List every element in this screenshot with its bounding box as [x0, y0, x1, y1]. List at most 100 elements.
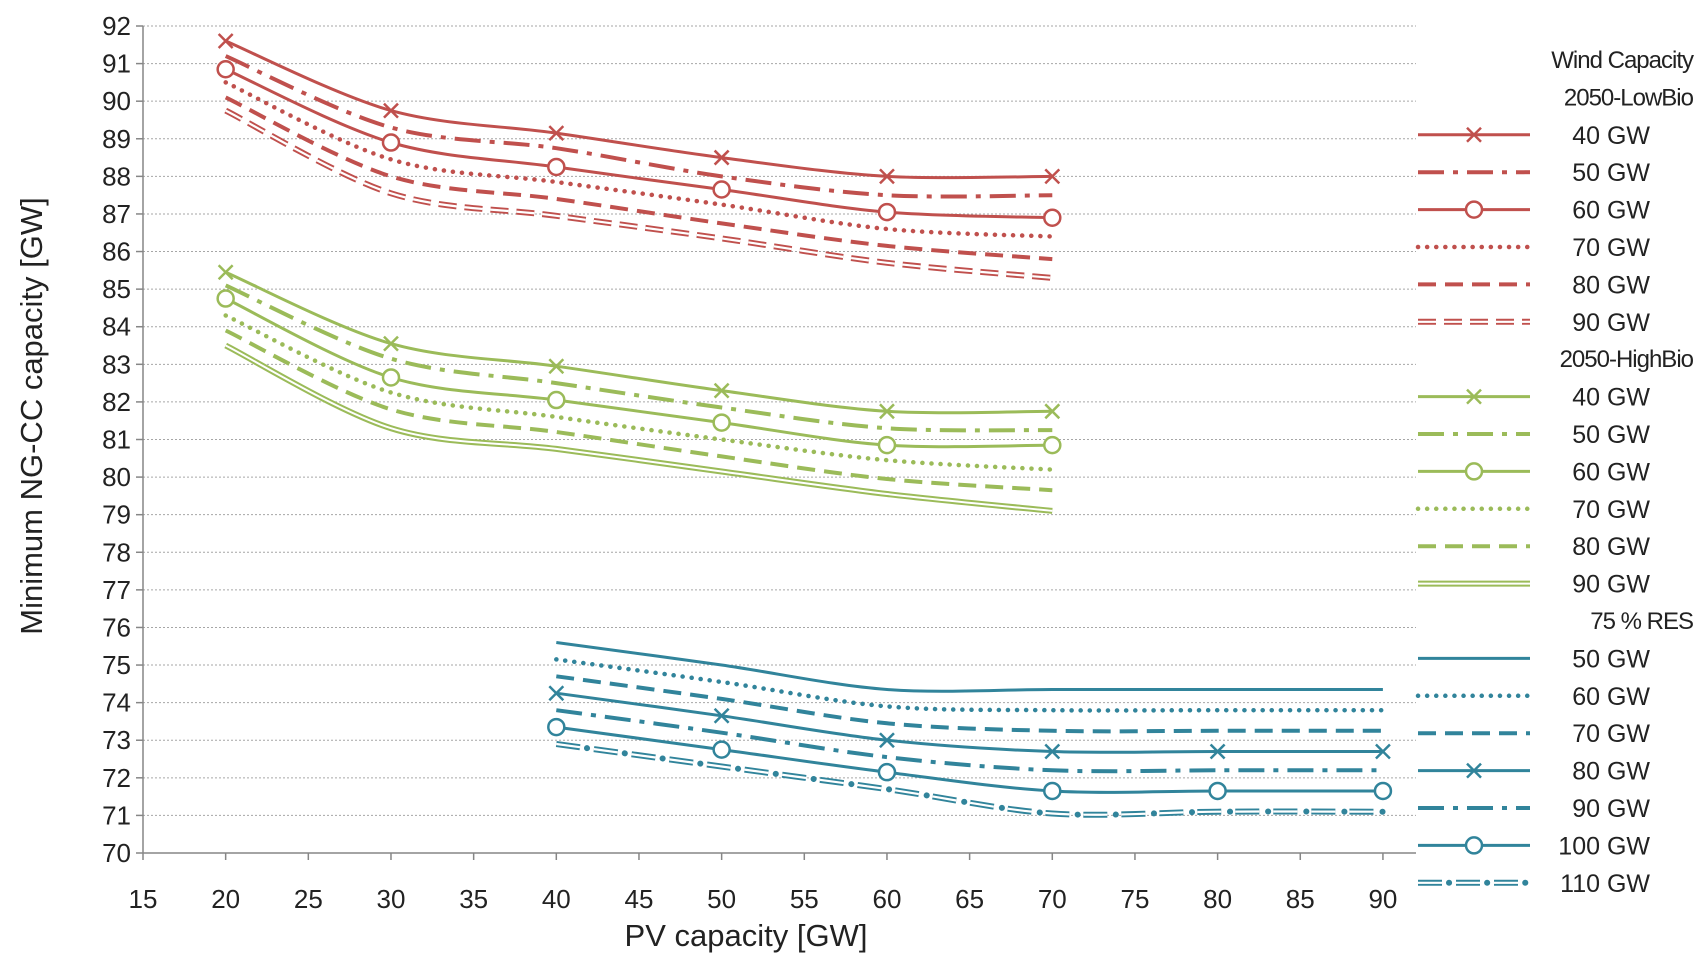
- y-tick-label: 84: [102, 312, 131, 342]
- series-line: [553, 741, 1386, 818]
- series-2050-highbio-80gw: [224, 328, 1053, 493]
- series-75-res-110gw: [553, 741, 1386, 818]
- legend-group-heading: 75 % RES: [1590, 608, 1693, 635]
- series-2050-lowbio-40gw: [217, 33, 1061, 185]
- y-tick-label: 80: [102, 462, 131, 492]
- legend-item: 60 GW: [1418, 197, 1650, 225]
- legend-label: 40 GW: [1572, 122, 1650, 150]
- y-tick-label: 75: [102, 650, 131, 680]
- series-line: [556, 708, 1383, 774]
- data-point-x-marker: [548, 125, 565, 142]
- y-tick-label: 79: [102, 500, 131, 530]
- legend-label: 80 GW: [1572, 271, 1650, 299]
- series-line: [556, 641, 1383, 693]
- data-point-circle-marker: [1043, 435, 1062, 455]
- data-point-circle-marker: [1373, 781, 1393, 801]
- y-tick-label: 88: [102, 161, 131, 191]
- series-line: [556, 725, 1383, 794]
- series-line: [223, 313, 1055, 472]
- data-point-circle-marker: [381, 133, 401, 152]
- series-line: [556, 691, 1383, 754]
- data-point-x-marker: [713, 382, 730, 399]
- series-line: [554, 657, 1386, 713]
- y-tick-label: 91: [102, 49, 131, 79]
- data-point-circle-marker: [712, 740, 731, 759]
- data-point-circle-marker: [547, 390, 566, 410]
- legend-item: 90 GW: [1418, 571, 1650, 599]
- legend-item: 70 GW: [1418, 720, 1650, 748]
- series-2050-lowbio-90gw: [224, 107, 1053, 281]
- y-tick-label: 83: [102, 349, 131, 379]
- series-2050-lowbio-80gw: [224, 95, 1053, 262]
- y-tick-label: 70: [102, 838, 131, 868]
- series-lines: [216, 33, 1393, 818]
- data-point-x-marker: [1466, 762, 1482, 779]
- series-75-res-90gw: [556, 708, 1383, 774]
- legend-item: 50 GW: [1418, 421, 1650, 449]
- legend: Wind Capacity 2050-LowBio 40 GW 50 GW 60 GW 7…: [1415, 47, 1695, 898]
- legend-label: 60 GW: [1572, 197, 1650, 225]
- series-line: [224, 107, 1053, 281]
- series-2050-highbio-60gw: [216, 289, 1062, 455]
- x-tick-label: 50: [707, 884, 736, 914]
- y-tick-label: 82: [102, 387, 131, 417]
- legend-item: 90 GW: [1418, 795, 1650, 823]
- legend-label: 60 GW: [1572, 683, 1650, 711]
- data-point-x-marker: [1466, 126, 1482, 143]
- legend-item: 40 GW: [1418, 122, 1650, 150]
- x-tick-label: 15: [129, 884, 158, 914]
- series-75-res-80gw: [548, 685, 1391, 760]
- legend-item: 70 GW: [1415, 234, 1650, 262]
- legend-label: 60 GW: [1572, 458, 1650, 486]
- series-75-res-100gw: [547, 717, 1393, 801]
- data-point-x-marker: [1044, 743, 1061, 760]
- x-axis-title: PV capacity [GW]: [625, 918, 868, 953]
- data-point-circle-marker: [1043, 781, 1062, 801]
- series-line: [224, 95, 1053, 262]
- series-line: [225, 67, 1053, 220]
- y-axis-title: Minimum NG-CC capacity [GW]: [14, 197, 49, 634]
- data-point-x-marker: [1044, 168, 1061, 185]
- legend-label: 50 GW: [1572, 421, 1650, 449]
- y-tick-label: 72: [102, 763, 131, 793]
- legend-title: Wind Capacity: [1551, 47, 1694, 74]
- series-line: [224, 283, 1053, 433]
- legend-item: 60 GW: [1418, 458, 1650, 486]
- data-point-circle-marker: [216, 59, 235, 79]
- data-point-x-marker: [217, 33, 234, 49]
- data-point-x-marker: [713, 707, 730, 724]
- series-line: [225, 297, 1053, 449]
- series-line: [225, 270, 1053, 415]
- data-point-x-marker: [879, 403, 895, 420]
- data-point-circle-marker: [1464, 462, 1484, 481]
- data-point-circle-marker: [216, 289, 235, 308]
- x-tick-label: 30: [377, 884, 406, 914]
- legend-item: 50 GW: [1418, 645, 1650, 673]
- data-point-x-marker: [383, 102, 399, 119]
- legend-label: 40 GW: [1572, 384, 1650, 412]
- x-tick-label: 80: [1203, 884, 1232, 914]
- x-tick-label: 20: [211, 884, 240, 914]
- x-tick-label: 85: [1286, 884, 1315, 914]
- data-point-circle-marker: [547, 717, 566, 737]
- legend-label: 50 GW: [1572, 159, 1650, 187]
- series-2050-lowbio-50gw: [224, 54, 1053, 199]
- data-point-circle-marker: [1464, 836, 1484, 855]
- legend-item: 40 GW: [1418, 384, 1650, 412]
- legend-item: 60 GW: [1415, 683, 1650, 711]
- legend-item: 80 GW: [1418, 758, 1650, 786]
- data-point-circle-marker: [1464, 200, 1484, 219]
- x-tick-label: 75: [1120, 884, 1149, 914]
- legend-label: 80 GW: [1572, 758, 1650, 786]
- legend-label: 70 GW: [1572, 496, 1650, 524]
- series-line: [225, 39, 1053, 180]
- y-tick-label: 86: [102, 237, 131, 267]
- data-point-x-marker: [548, 358, 565, 375]
- data-point-x-marker: [217, 264, 234, 281]
- legend-group-heading: 2050-LowBio: [1564, 84, 1694, 111]
- x-tick-label: 55: [790, 884, 819, 914]
- y-tick-label: 76: [102, 612, 131, 642]
- x-tick-label: 25: [294, 884, 323, 914]
